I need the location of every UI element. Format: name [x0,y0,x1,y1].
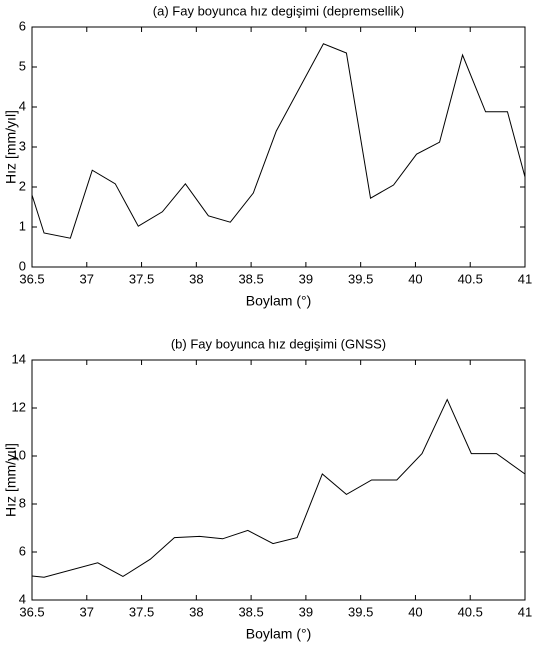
x-tick-label: 40.5 [458,604,483,619]
x-tick-label: 38 [189,271,203,286]
x-tick-label: 38.5 [238,271,263,286]
x-tick-label: 40 [408,271,422,286]
x-tick-label: 38 [189,604,203,619]
x-tick-label: 39 [299,604,313,619]
line-series [31,398,526,578]
plot-frame [31,26,526,268]
x-tick-label: 37.5 [129,604,154,619]
x-tick-label: 38.5 [238,604,263,619]
x-tick-label: 39.5 [348,271,373,286]
x-tick-label: 37 [80,604,94,619]
x-tick-label: 37.5 [129,271,154,286]
x-tick-label: 39 [299,271,313,286]
x-tick-label: 40 [408,604,422,619]
chart-title: (a) Fay boyunca hız degişimi (depremsell… [153,3,404,18]
plot-frame [31,359,526,601]
line-series [31,43,526,239]
x-tick-label: 36.5 [19,604,44,619]
y-axis-label: Hız [mm/yıl] [3,110,19,184]
y-axis-label: Hız [mm/yıl] [3,443,19,517]
y-tick-label: 5 [19,58,26,73]
y-tick-label: 14 [12,351,26,366]
y-tick-label: 4 [19,591,26,606]
x-tick-label: 39.5 [348,604,373,619]
y-tick-label: 8 [19,495,26,510]
x-axis-label: Boylam (°) [246,626,312,642]
y-tick-label: 0 [19,258,26,273]
x-tick-label: 37 [80,271,94,286]
x-tick-label: 41 [518,271,532,286]
chart-title: (b) Fay boyunca hız degişimi (GNSS) [171,336,386,351]
y-tick-label: 4 [19,98,26,113]
y-tick-label: 1 [19,218,26,233]
y-tick-label: 3 [19,138,26,153]
x-axis-label: Boylam (°) [246,293,312,309]
y-tick-label: 2 [19,178,26,193]
y-tick-label: 12 [12,399,26,414]
x-tick-label: 41 [518,604,532,619]
y-tick-label: 6 [19,18,26,33]
y-tick-label: 6 [19,543,26,558]
x-tick-label: 40.5 [458,271,483,286]
y-tick-label: 10 [12,447,26,462]
x-tick-label: 36.5 [19,271,44,286]
